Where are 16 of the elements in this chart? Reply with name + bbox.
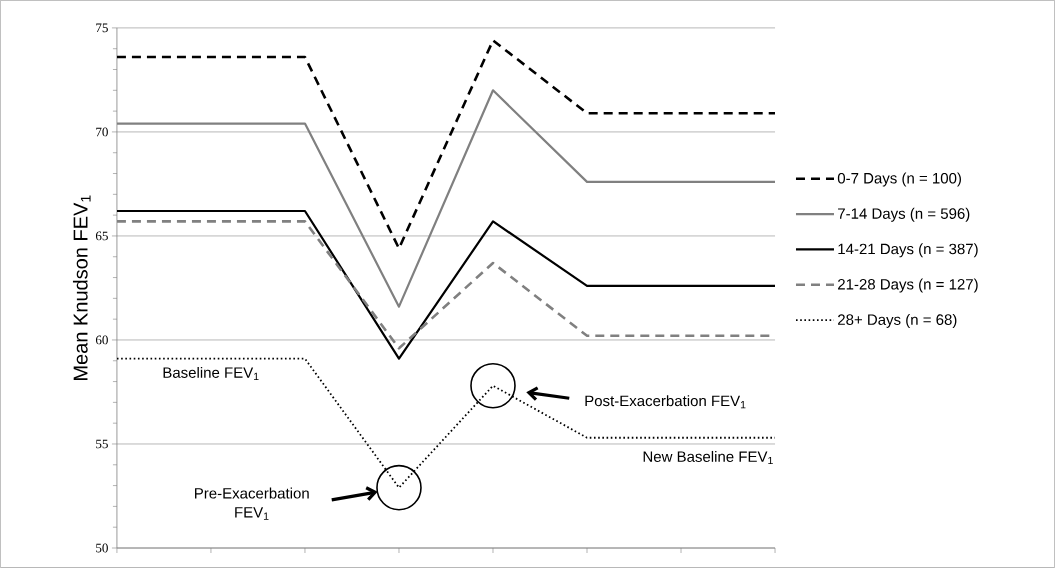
y-axis-title: Mean Knudson FEV$_{1}$	[72, 195, 91, 381]
annotation: Baseline FEV$_{1}$	[163, 366, 259, 381]
annotation: Post-Exacerbation FEV$_{1}$	[585, 395, 746, 409]
annotation: Pre-Exacerbation FEV$_{1}$	[195, 487, 309, 520]
y-tick-label: 65	[95, 231, 108, 241]
legend-label: 7-14 Days (n = 596)	[838, 207, 970, 222]
y-tick-label: 75	[96, 23, 108, 33]
y-tick-label: 50	[96, 543, 108, 553]
annotation: New Baseline FEV$_{1}$	[643, 450, 773, 465]
legend-label: 28+ Days (n = 68)	[838, 313, 957, 328]
y-tick-label: 70	[96, 127, 108, 137]
y-tick-label: 55	[96, 439, 108, 449]
legend-label: 0-7 Days (n = 100)	[837, 172, 961, 187]
y-tick-label: 60	[95, 335, 108, 345]
legend-label: 14-21 Days (n = 387)	[838, 243, 978, 258]
legend-label: 21-28 Days (n = 127)	[838, 278, 978, 293]
